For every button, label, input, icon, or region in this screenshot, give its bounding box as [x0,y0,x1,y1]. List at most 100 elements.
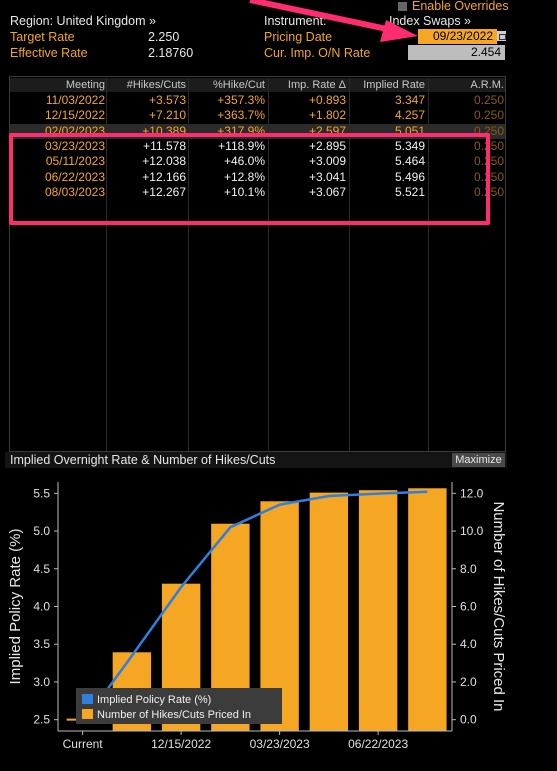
table-cell-arm: 0.250 [473,93,504,107]
table-row[interactable]: 11/03/2022 +3.573 +357.3% +0.893 3.347 0.250 [10,93,505,108]
y-tick-label: 3.0 [33,675,50,689]
y2-tick-label: 10.0 [460,524,484,538]
table-cell-implied: 5.496 [394,169,425,184]
divider [268,78,269,451]
legend [76,688,282,724]
table-cell-implied: 3.347 [394,93,425,107]
divider [188,78,189,451]
table-cell-hikes: +11.578 [143,138,186,153]
y2-tick-label: 0.0 [460,713,477,727]
table-row[interactable]: 08/03/2023 +12.267 +10.1% +3.067 5.521 0.250 [10,185,505,200]
table-cell-delta: +0.893 [308,93,346,107]
table-row[interactable]: 03/23/2023 +11.578 +118.9% +2.895 5.349 0.250 [10,139,505,154]
col-implied[interactable]: Implied Rate [363,79,425,91]
table-cell-delta: +2.895 [308,138,346,153]
table-cell-delta: +1.802 [308,108,346,123]
divider [106,78,107,451]
legend-label: Implied Policy Rate (%) [97,694,211,706]
table-cell-pct: +118.9% [218,138,265,153]
table-cell-meeting: 08/03/2023 [44,184,105,199]
chart: 2.5 3.0 3.5 4.0 4.5 5.0 5.5 0.0 2.0 4.0 6.0 8.0 10.0… [7,482,507,751]
y2-axis-title: Number of Hikes/Cuts Priced In [490,501,507,711]
bar [309,492,349,731]
table-row[interactable]: 06/22/2023 +12.166 +12.8% +3.041 5.496 0.250 [10,170,505,185]
y2-tick-label: 8.0 [460,562,477,576]
table-cell-pct: +46.0% [223,154,265,169]
divider [428,78,429,451]
maximize-button[interactable]: Maximize [452,453,505,467]
enable-overrides-label: Enable Overrides [412,0,509,13]
col-arm[interactable]: A.R.M. [470,79,504,91]
x-tick-label: 03/23/2023 [250,737,310,751]
table-row[interactable]: 05/11/2023 +12.038 +46.0% +3.009 5.464 0.250 [10,154,505,169]
instrument-label: Instrument: [264,14,327,28]
table-cell-implied: 5.464 [394,154,425,169]
bar [358,490,398,731]
table-cell-pct: +363.7% [217,108,265,123]
table-cell-delta: +3.009 [308,154,346,169]
pricing-date-input[interactable]: 09/23/2022 [418,29,497,44]
series-line [81,490,428,724]
checkbox[interactable] [398,2,407,11]
instrument-selector[interactable]: Index Swaps » [389,14,471,28]
y-tick-label: 4.0 [33,600,50,614]
table-cell-implied: 5.349 [394,138,425,153]
meetings-table-panel [9,76,506,452]
divider [349,78,350,451]
arrow-head [380,20,418,42]
legend-swatch [82,694,93,704]
target-rate-value: 2.250 [148,30,180,44]
highlight-box [9,133,490,225]
x-tick-label: Current [63,737,104,751]
pricing-date-label: Pricing Date [264,30,333,44]
x-tick-label: 12/15/2022 [151,737,211,751]
table-cell-pct: +10.1% [223,184,265,199]
col-meeting[interactable]: Meeting [65,79,105,91]
table-cell-meeting: 05/11/2023 [45,154,105,169]
table-cell-hikes: +12.267 [142,184,186,199]
y2-tick-label: 2.0 [460,675,477,689]
calendar-icon[interactable] [497,31,506,41]
effective-rate-value: 2.18760 [148,46,194,60]
table-cell-hikes: +3.573 [148,93,186,107]
col-delta[interactable]: Imp. Rate Δ [287,79,346,91]
y2-tick-label: 6.0 [460,600,477,614]
cur-imp-rate-value: 2.454 [408,45,505,60]
y-tick-label: 4.5 [33,562,50,576]
table-cell-hikes: +12.038 [142,154,186,169]
legend-label: Number of Hikes/Cuts Priced In [97,709,251,721]
table-header: Meeting #Hikes/Cuts %Hike/Cut Imp. Rate … [10,78,505,92]
y2-tick-label: 12.0 [460,486,484,500]
table-cell-delta: +3.067 [308,184,346,199]
col-hikes[interactable]: #Hikes/Cuts [126,79,186,91]
table-cell-hikes: +12.166 [142,169,186,184]
table-cell-meeting: 06/22/2023 [44,169,105,184]
y-tick-label: 5.5 [33,486,50,500]
table-cell-arm: 0.250 [473,108,504,123]
legend-swatch [82,709,93,719]
region-selector[interactable]: Region: United Kingdom » [10,14,156,28]
table-cell-pct: +12.8% [223,169,265,184]
effective-rate-label: Effective Rate [10,46,88,60]
y-tick-label: 5.0 [33,524,50,538]
y-tick-label: 2.5 [33,713,50,727]
table-cell-meeting: 12/15/2022 [44,108,105,123]
arrow-shaft [249,0,393,33]
col-pct[interactable]: %Hike/Cut [213,79,265,91]
y-axis-title: Implied Policy Rate (%) [7,529,24,685]
table-cell-hikes: +7.210 [148,108,186,123]
table-cell-implied: 4.257 [394,108,425,123]
x-tick-label: 06/22/2023 [348,737,408,751]
y-tick-label: 3.5 [33,637,50,651]
table-cell-implied: 5.521 [394,184,425,199]
table-row[interactable]: 12/15/2022 +7.210 +363.7% +1.802 4.257 0.250 [10,108,505,123]
bar [408,488,447,731]
annotation-arrow [249,0,418,42]
table-cell-meeting: 11/03/2022 [45,93,105,107]
cur-imp-rate-label: Cur. Imp. O/N Rate [264,46,371,60]
target-rate-label: Target Rate [10,30,75,44]
chart-title-bar [5,452,507,468]
table-cell-pct: +357.3% [217,93,265,107]
table-cell-delta: +3.041 [308,169,346,184]
chart-title: Implied Overnight Rate & Number of Hikes… [10,453,276,467]
